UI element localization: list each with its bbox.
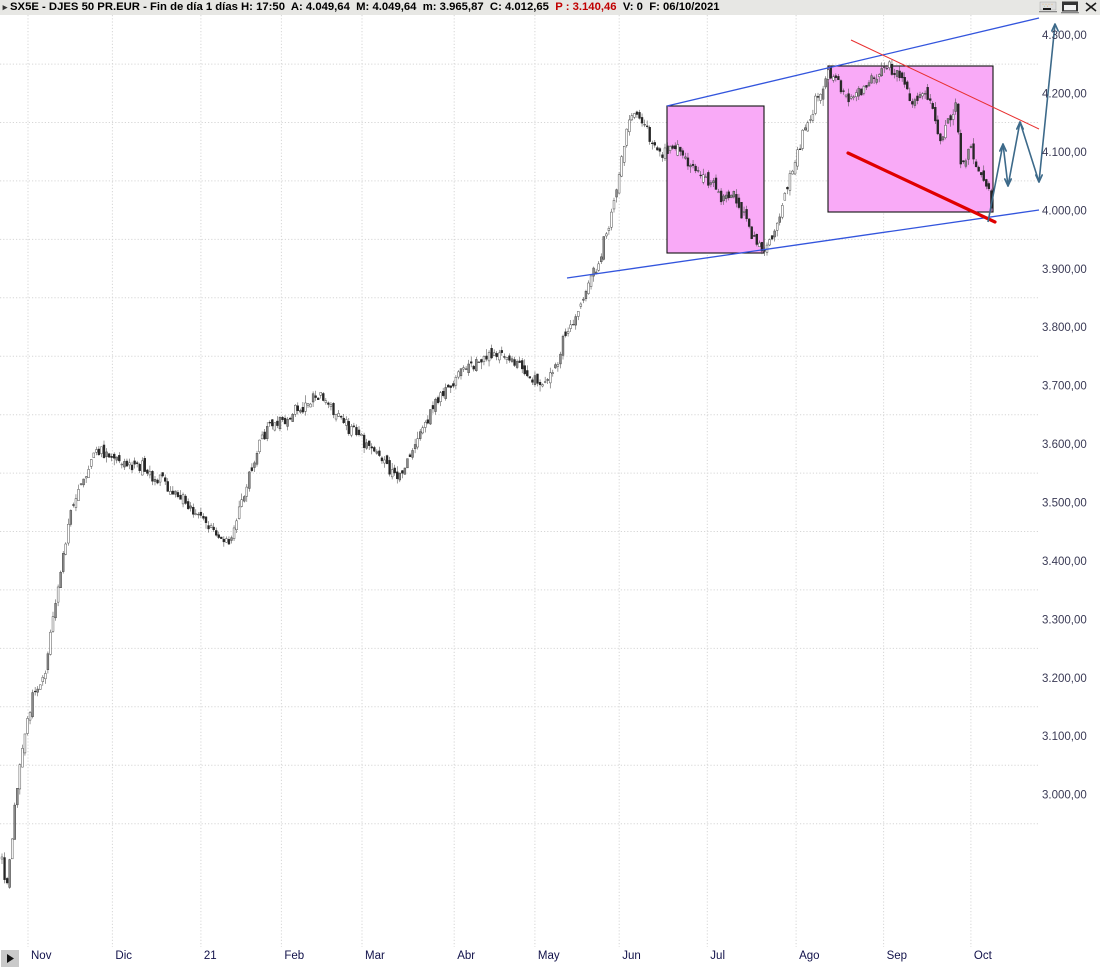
svg-text:Oct: Oct (974, 950, 993, 962)
svg-text:3.800,00: 3.800,00 (1042, 322, 1087, 334)
svg-text:Ago: Ago (799, 950, 819, 962)
svg-text:3.100,00: 3.100,00 (1042, 731, 1087, 743)
svg-text:3.900,00: 3.900,00 (1042, 264, 1087, 276)
svg-text:3.400,00: 3.400,00 (1042, 556, 1087, 568)
svg-text:Abr: Abr (457, 950, 475, 962)
svg-text:Feb: Feb (284, 950, 304, 962)
svg-text:Mar: Mar (365, 950, 385, 962)
svg-text:Jul: Jul (710, 950, 725, 962)
svg-text:3.000,00: 3.000,00 (1042, 790, 1087, 802)
svg-text:4.300,00: 4.300,00 (1042, 30, 1087, 42)
svg-text:3.200,00: 3.200,00 (1042, 673, 1087, 685)
svg-text:May: May (538, 950, 560, 962)
svg-text:3.600,00: 3.600,00 (1042, 439, 1087, 451)
svg-text:Nov: Nov (31, 950, 52, 962)
svg-text:4.000,00: 4.000,00 (1042, 205, 1087, 217)
svg-text:21: 21 (204, 950, 217, 962)
svg-text:Dic: Dic (115, 950, 132, 962)
svg-text:Sep: Sep (887, 950, 907, 962)
svg-text:3.700,00: 3.700,00 (1042, 381, 1087, 393)
svg-text:3.500,00: 3.500,00 (1042, 498, 1087, 510)
svg-text:3.300,00: 3.300,00 (1042, 614, 1087, 626)
svg-text:4.200,00: 4.200,00 (1042, 89, 1087, 101)
svg-text:4.100,00: 4.100,00 (1042, 147, 1087, 159)
svg-text:Jun: Jun (622, 950, 641, 962)
